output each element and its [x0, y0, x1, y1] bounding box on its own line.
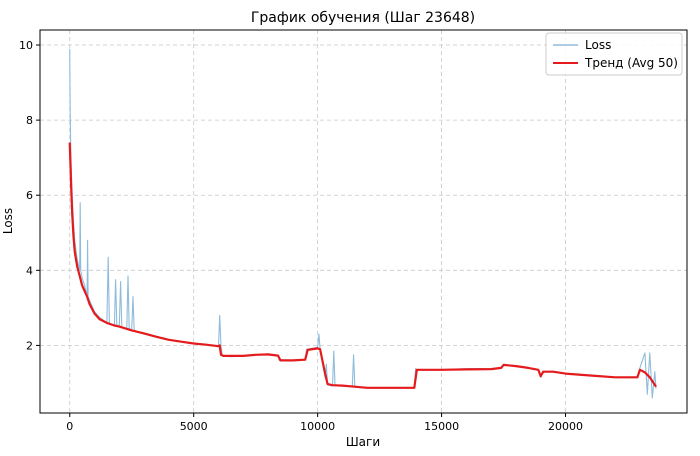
series-line-trend: [68, 142, 657, 389]
x-tick-label: 20000: [548, 420, 583, 433]
x-tick-label: 15000: [424, 420, 459, 433]
plot-frame: [39, 29, 688, 414]
x-tick-label: 10000: [300, 420, 335, 433]
legend-label-trend: Тренд (Avg 50): [584, 56, 678, 70]
legend-label-loss: Loss: [585, 38, 611, 52]
ticks: 0 5000 10000 15000 20000 2 4 6 8 10: [19, 39, 583, 433]
y-tick-label: 6: [26, 189, 33, 202]
y-tick-label: 8: [26, 114, 33, 127]
series-layer: [68, 48, 657, 399]
legend: Loss Тренд (Avg 50): [545, 32, 683, 76]
x-tick-label: 5000: [180, 420, 208, 433]
chart-title: График обучения (Шаг 23648): [251, 10, 475, 26]
y-axis-label: Loss: [1, 208, 15, 234]
x-tick-label: 0: [66, 420, 73, 433]
legend-box: [545, 32, 683, 76]
y-tick-label: 4: [26, 264, 33, 277]
x-axis-label: Шаги: [346, 435, 380, 449]
y-tick-label: 2: [26, 339, 33, 352]
y-tick-label: 10: [19, 39, 33, 52]
